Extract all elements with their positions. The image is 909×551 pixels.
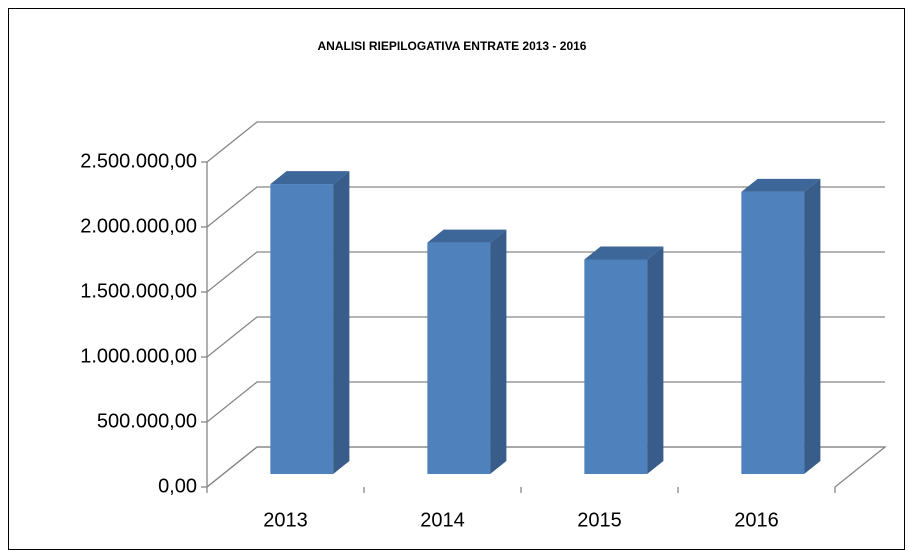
bar-side: [647, 246, 664, 474]
bar-top: [270, 171, 350, 185]
bar-side: [333, 171, 350, 474]
bar: [584, 259, 648, 474]
y-tick-label: 1.000.000,00: [80, 345, 197, 367]
bar: [741, 191, 805, 474]
y-tick-label: 0,00: [158, 475, 197, 497]
bar: [427, 242, 491, 474]
bar-side: [490, 229, 507, 474]
chart-title: ANALISI RIEPILOGATIVA ENTRATE 2013 - 201…: [318, 39, 587, 53]
grid-line: [206, 186, 885, 228]
x-tick-label: 2014: [420, 509, 465, 531]
x-tick-label: 2013: [263, 509, 308, 531]
grid-line: [206, 446, 885, 488]
bar-side: [804, 178, 821, 474]
grid-line: [206, 316, 885, 358]
bar-top: [741, 178, 821, 192]
bar-top: [584, 246, 664, 260]
grid-line: [206, 121, 885, 163]
bar-top: [427, 229, 507, 243]
y-tick-label: 500.000,00: [97, 410, 197, 432]
x-tick-label: 2015: [577, 509, 622, 531]
y-tick-label: 2.000.000,00: [80, 215, 197, 237]
y-tick-label: 1.500.000,00: [80, 280, 197, 302]
bar: [270, 184, 334, 474]
grid-line: [206, 381, 885, 423]
x-tick-label: 2016: [734, 509, 779, 531]
grid-line: [206, 251, 885, 293]
y-tick-label: 2.500.000,00: [80, 150, 197, 172]
